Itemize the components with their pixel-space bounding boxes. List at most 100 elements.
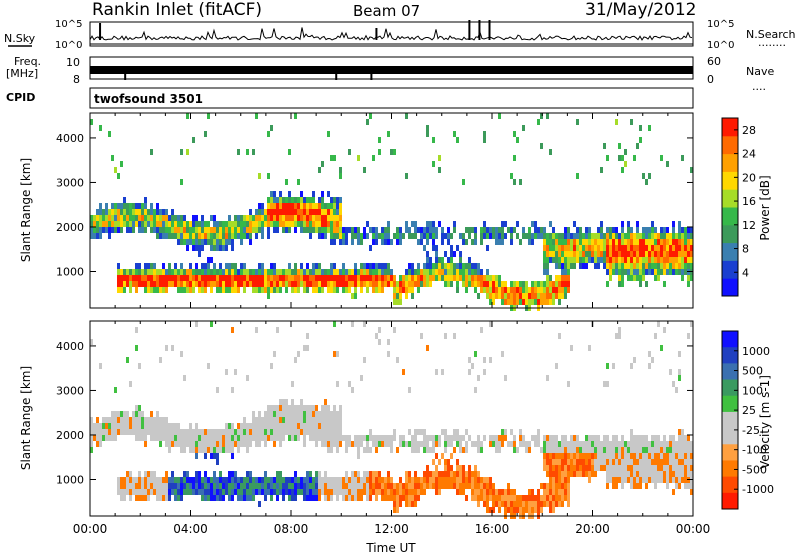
heatmap-cell: [525, 287, 528, 293]
heatmap-cell: [321, 441, 324, 447]
heatmap-cell: [294, 429, 297, 435]
heatmap-cell: [285, 429, 288, 435]
heatmap-cell: [471, 363, 474, 369]
heatmap-cell: [621, 281, 624, 287]
heatmap-cell: [645, 251, 648, 257]
heatmap-cell: [534, 435, 537, 441]
x-tick-label: 20:00: [575, 522, 610, 536]
heatmap-cell: [606, 459, 609, 465]
heatmap-cell: [612, 483, 615, 489]
heatmap-cell: [150, 287, 153, 293]
heatmap-cell: [237, 215, 240, 221]
heatmap-cell: [168, 483, 171, 489]
heatmap-cell: [540, 287, 543, 293]
heatmap-cell: [513, 501, 516, 507]
heatmap-cell: [252, 149, 255, 155]
heatmap-cell: [174, 227, 177, 233]
heatmap-cell: [576, 441, 579, 447]
heatmap-cell: [357, 495, 360, 501]
heatmap-cell: [678, 477, 681, 483]
heatmap-cell: [306, 477, 309, 483]
heatmap-cell: [678, 471, 681, 477]
heatmap-cell: [348, 435, 351, 441]
heatmap-cell: [117, 215, 120, 221]
heatmap-cell: [297, 281, 300, 287]
heatmap-cell: [384, 477, 387, 483]
heatmap-cell: [222, 489, 225, 495]
heatmap-cell: [210, 281, 213, 287]
heatmap-cell: [144, 215, 147, 221]
heatmap-cell: [147, 495, 150, 501]
heatmap-cell: [408, 387, 411, 393]
heatmap-cell: [546, 287, 549, 293]
heatmap-cell: [222, 447, 225, 453]
heatmap-cell: [246, 435, 249, 441]
heatmap-cell: [651, 357, 654, 363]
heatmap-cell: [291, 489, 294, 495]
heatmap-cell: [282, 489, 285, 495]
heatmap-cell: [303, 477, 306, 483]
heatmap-cell: [420, 483, 423, 489]
heatmap-cell: [225, 281, 228, 287]
heatmap-cell: [324, 215, 327, 221]
heatmap-cell: [450, 471, 453, 477]
heatmap-cell: [261, 275, 264, 281]
heatmap-cell: [198, 239, 201, 245]
heatmap-cell: [585, 257, 588, 263]
heatmap-cell: [111, 435, 114, 441]
heatmap-cell: [546, 263, 549, 269]
heatmap-cell: [333, 441, 336, 447]
heatmap-cell: [315, 275, 318, 281]
heatmap-cell: [195, 239, 198, 245]
heatmap-cell: [513, 435, 516, 441]
heatmap-cell: [585, 245, 588, 251]
heatmap-cell: [552, 459, 555, 465]
heatmap-cell: [642, 459, 645, 465]
heatmap-cell: [435, 263, 438, 269]
heatmap-cell: [543, 453, 546, 459]
heatmap-cell: [684, 245, 687, 251]
heatmap-cell: [144, 441, 147, 447]
heatmap-cell: [285, 483, 288, 489]
heatmap-cell: [180, 495, 183, 501]
heatmap-cell: [555, 257, 558, 263]
heatmap-cell: [474, 281, 477, 287]
heatmap-cell: [114, 167, 117, 173]
heatmap-cell: [231, 245, 234, 251]
heatmap-cell: [486, 495, 489, 501]
heatmap-cell: [354, 293, 357, 299]
heatmap-cell: [585, 459, 588, 465]
heatmap-cell: [429, 233, 432, 239]
heatmap-cell: [219, 489, 222, 495]
heatmap-cell: [510, 299, 513, 305]
heatmap-cell: [615, 263, 618, 269]
heatmap-cell: [294, 405, 297, 411]
heatmap-cell: [408, 287, 411, 293]
heatmap-cell: [225, 441, 228, 447]
heatmap-cell: [231, 387, 234, 393]
heatmap-cell: [666, 239, 669, 245]
heatmap-cell: [141, 483, 144, 489]
heatmap-cell: [288, 203, 291, 209]
heatmap-cell: [231, 453, 234, 459]
heatmap-cell: [579, 441, 582, 447]
heatmap-cell: [210, 245, 213, 251]
heatmap-cell: [657, 233, 660, 239]
heatmap-cell: [387, 131, 390, 137]
heatmap-cell: [555, 489, 558, 495]
heatmap-cell: [228, 287, 231, 293]
heatmap-cell: [690, 245, 693, 251]
heatmap-cell: [207, 221, 210, 227]
heatmap-cell: [99, 233, 102, 239]
heatmap-cell: [537, 227, 540, 233]
heatmap-cell: [279, 471, 282, 477]
heatmap-cell: [246, 489, 249, 495]
heatmap-cell: [483, 221, 486, 227]
heatmap-cell: [279, 405, 282, 411]
heatmap-cell: [396, 357, 399, 363]
heatmap-cell: [192, 239, 195, 245]
heatmap-cell: [486, 477, 489, 483]
heatmap-cell: [189, 429, 192, 435]
heatmap-cell: [360, 435, 363, 441]
heatmap-cell: [153, 281, 156, 287]
